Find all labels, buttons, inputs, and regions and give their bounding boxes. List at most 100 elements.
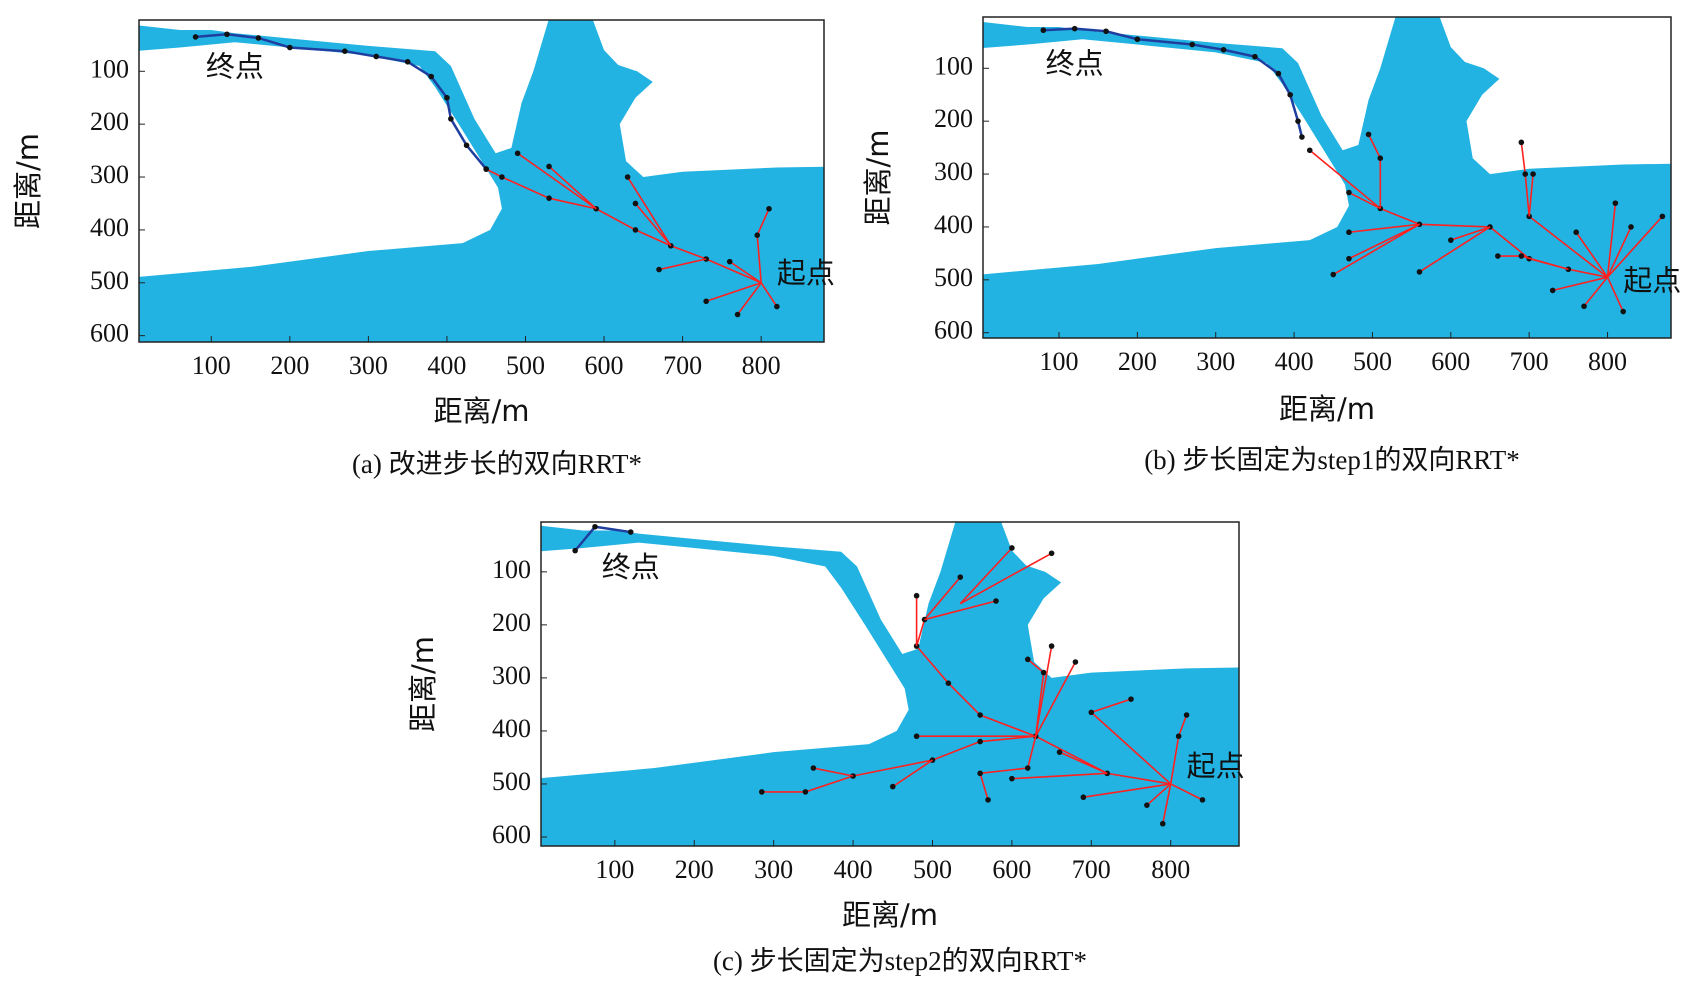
tree-node bbox=[1009, 545, 1015, 551]
land bbox=[541, 522, 956, 655]
tree-branch bbox=[1059, 751, 1108, 775]
y-tick-label: 200 bbox=[934, 104, 973, 133]
tree-node bbox=[1530, 171, 1536, 177]
tree-node bbox=[1183, 712, 1190, 718]
tree-branch bbox=[1552, 276, 1608, 292]
tree-branch bbox=[626, 176, 672, 247]
land bbox=[983, 39, 1349, 275]
tree-node bbox=[546, 195, 552, 201]
x-tick-label: 600 bbox=[1431, 347, 1470, 376]
x-tick-label: 400 bbox=[1275, 347, 1314, 376]
tree-node bbox=[977, 712, 983, 718]
annotation: 终点 bbox=[1046, 47, 1104, 81]
tree-node bbox=[1620, 308, 1627, 315]
tree-node bbox=[1377, 155, 1384, 161]
frame bbox=[982, 16, 1672, 339]
tree-node bbox=[624, 174, 631, 180]
tree-node bbox=[255, 35, 262, 41]
tree-branch bbox=[1606, 276, 1624, 312]
tree-branch bbox=[548, 165, 597, 210]
caption: (c) 步长固定为step2的双向RRT* bbox=[713, 946, 1087, 976]
tree-node bbox=[1346, 189, 1352, 196]
tree-branch bbox=[485, 168, 762, 284]
x-tick-label: 600 bbox=[585, 351, 624, 380]
tree-node bbox=[810, 765, 817, 771]
tree-node bbox=[499, 174, 505, 180]
tree-branch bbox=[1606, 215, 1663, 278]
tree-node bbox=[1306, 147, 1313, 154]
tree-node bbox=[1159, 820, 1166, 827]
tree-branch bbox=[1348, 223, 1420, 234]
tree-node bbox=[993, 598, 999, 604]
tree-node bbox=[1518, 253, 1525, 259]
land bbox=[139, 42, 502, 277]
tree-branch bbox=[1011, 772, 1108, 780]
x-tick-label: 200 bbox=[1118, 347, 1157, 376]
tree-node bbox=[754, 232, 761, 238]
tree-node bbox=[985, 797, 991, 803]
tree-node bbox=[1518, 139, 1525, 146]
tree-node bbox=[1275, 70, 1282, 77]
annotation: 起点 bbox=[1623, 263, 1681, 297]
tree-branch bbox=[1034, 645, 1053, 737]
tree-node bbox=[632, 200, 639, 207]
tree-node bbox=[514, 150, 521, 157]
tree-node bbox=[1199, 797, 1206, 803]
tree-node bbox=[774, 303, 780, 310]
tree-node bbox=[1612, 200, 1619, 206]
y-tick-label: 200 bbox=[492, 608, 531, 637]
tree-branch bbox=[1583, 276, 1609, 307]
tree-node bbox=[1330, 271, 1337, 278]
frame bbox=[540, 521, 1240, 847]
tree-node bbox=[287, 44, 293, 51]
tree-node bbox=[802, 789, 809, 795]
tree-branch bbox=[1348, 223, 1420, 260]
tree-branch bbox=[705, 282, 762, 303]
tree-branch bbox=[892, 759, 933, 788]
tree-branch bbox=[1520, 142, 1609, 278]
tree-node bbox=[1048, 643, 1055, 649]
x-tick-label: 800 bbox=[742, 351, 781, 380]
plot-area bbox=[541, 522, 1239, 846]
y-tick-label: 100 bbox=[492, 555, 531, 584]
y-axis-label: 距离/m bbox=[406, 636, 440, 732]
tree-node bbox=[758, 789, 765, 795]
tree-node bbox=[1024, 765, 1031, 771]
tree-branch bbox=[634, 202, 672, 247]
land bbox=[592, 20, 824, 178]
tree-node bbox=[1189, 41, 1196, 48]
y-axis-label: 距离/m bbox=[861, 129, 895, 225]
x-tick-label: 100 bbox=[595, 855, 634, 884]
tree-node bbox=[572, 547, 578, 554]
x-axis-label: 距离/m bbox=[1279, 392, 1375, 426]
tree-node bbox=[766, 205, 772, 212]
x-tick-label: 300 bbox=[754, 855, 793, 884]
x-tick-label: 700 bbox=[663, 351, 702, 380]
tree-node bbox=[428, 73, 435, 80]
tree-node bbox=[192, 34, 199, 40]
tree-node bbox=[1416, 269, 1423, 275]
caption: (b) 步长固定为step1的双向RRT* bbox=[1144, 445, 1520, 475]
tree-node bbox=[404, 58, 411, 65]
y-tick-label: 400 bbox=[492, 714, 531, 743]
tree-branch bbox=[1606, 226, 1632, 278]
x-tick-label: 300 bbox=[349, 351, 388, 380]
tree-node bbox=[1175, 733, 1182, 740]
tree-node bbox=[444, 94, 450, 101]
tree-branch bbox=[979, 736, 1037, 801]
x-tick-label: 600 bbox=[992, 855, 1031, 884]
tree-node bbox=[1365, 131, 1372, 138]
x-axis-label: 距离/m bbox=[433, 394, 529, 428]
x-tick-label: 500 bbox=[1353, 347, 1392, 376]
frame bbox=[138, 19, 825, 343]
land bbox=[139, 20, 549, 154]
tree-node bbox=[1056, 749, 1063, 755]
annotation: 终点 bbox=[602, 550, 660, 584]
land bbox=[1439, 17, 1671, 175]
tree-node bbox=[1346, 255, 1352, 262]
tree-branch bbox=[1170, 783, 1203, 801]
x-tick-label: 800 bbox=[1588, 347, 1627, 376]
tree-branch bbox=[1146, 783, 1172, 806]
tree-node bbox=[656, 266, 662, 273]
x-tick-label: 400 bbox=[834, 855, 873, 884]
